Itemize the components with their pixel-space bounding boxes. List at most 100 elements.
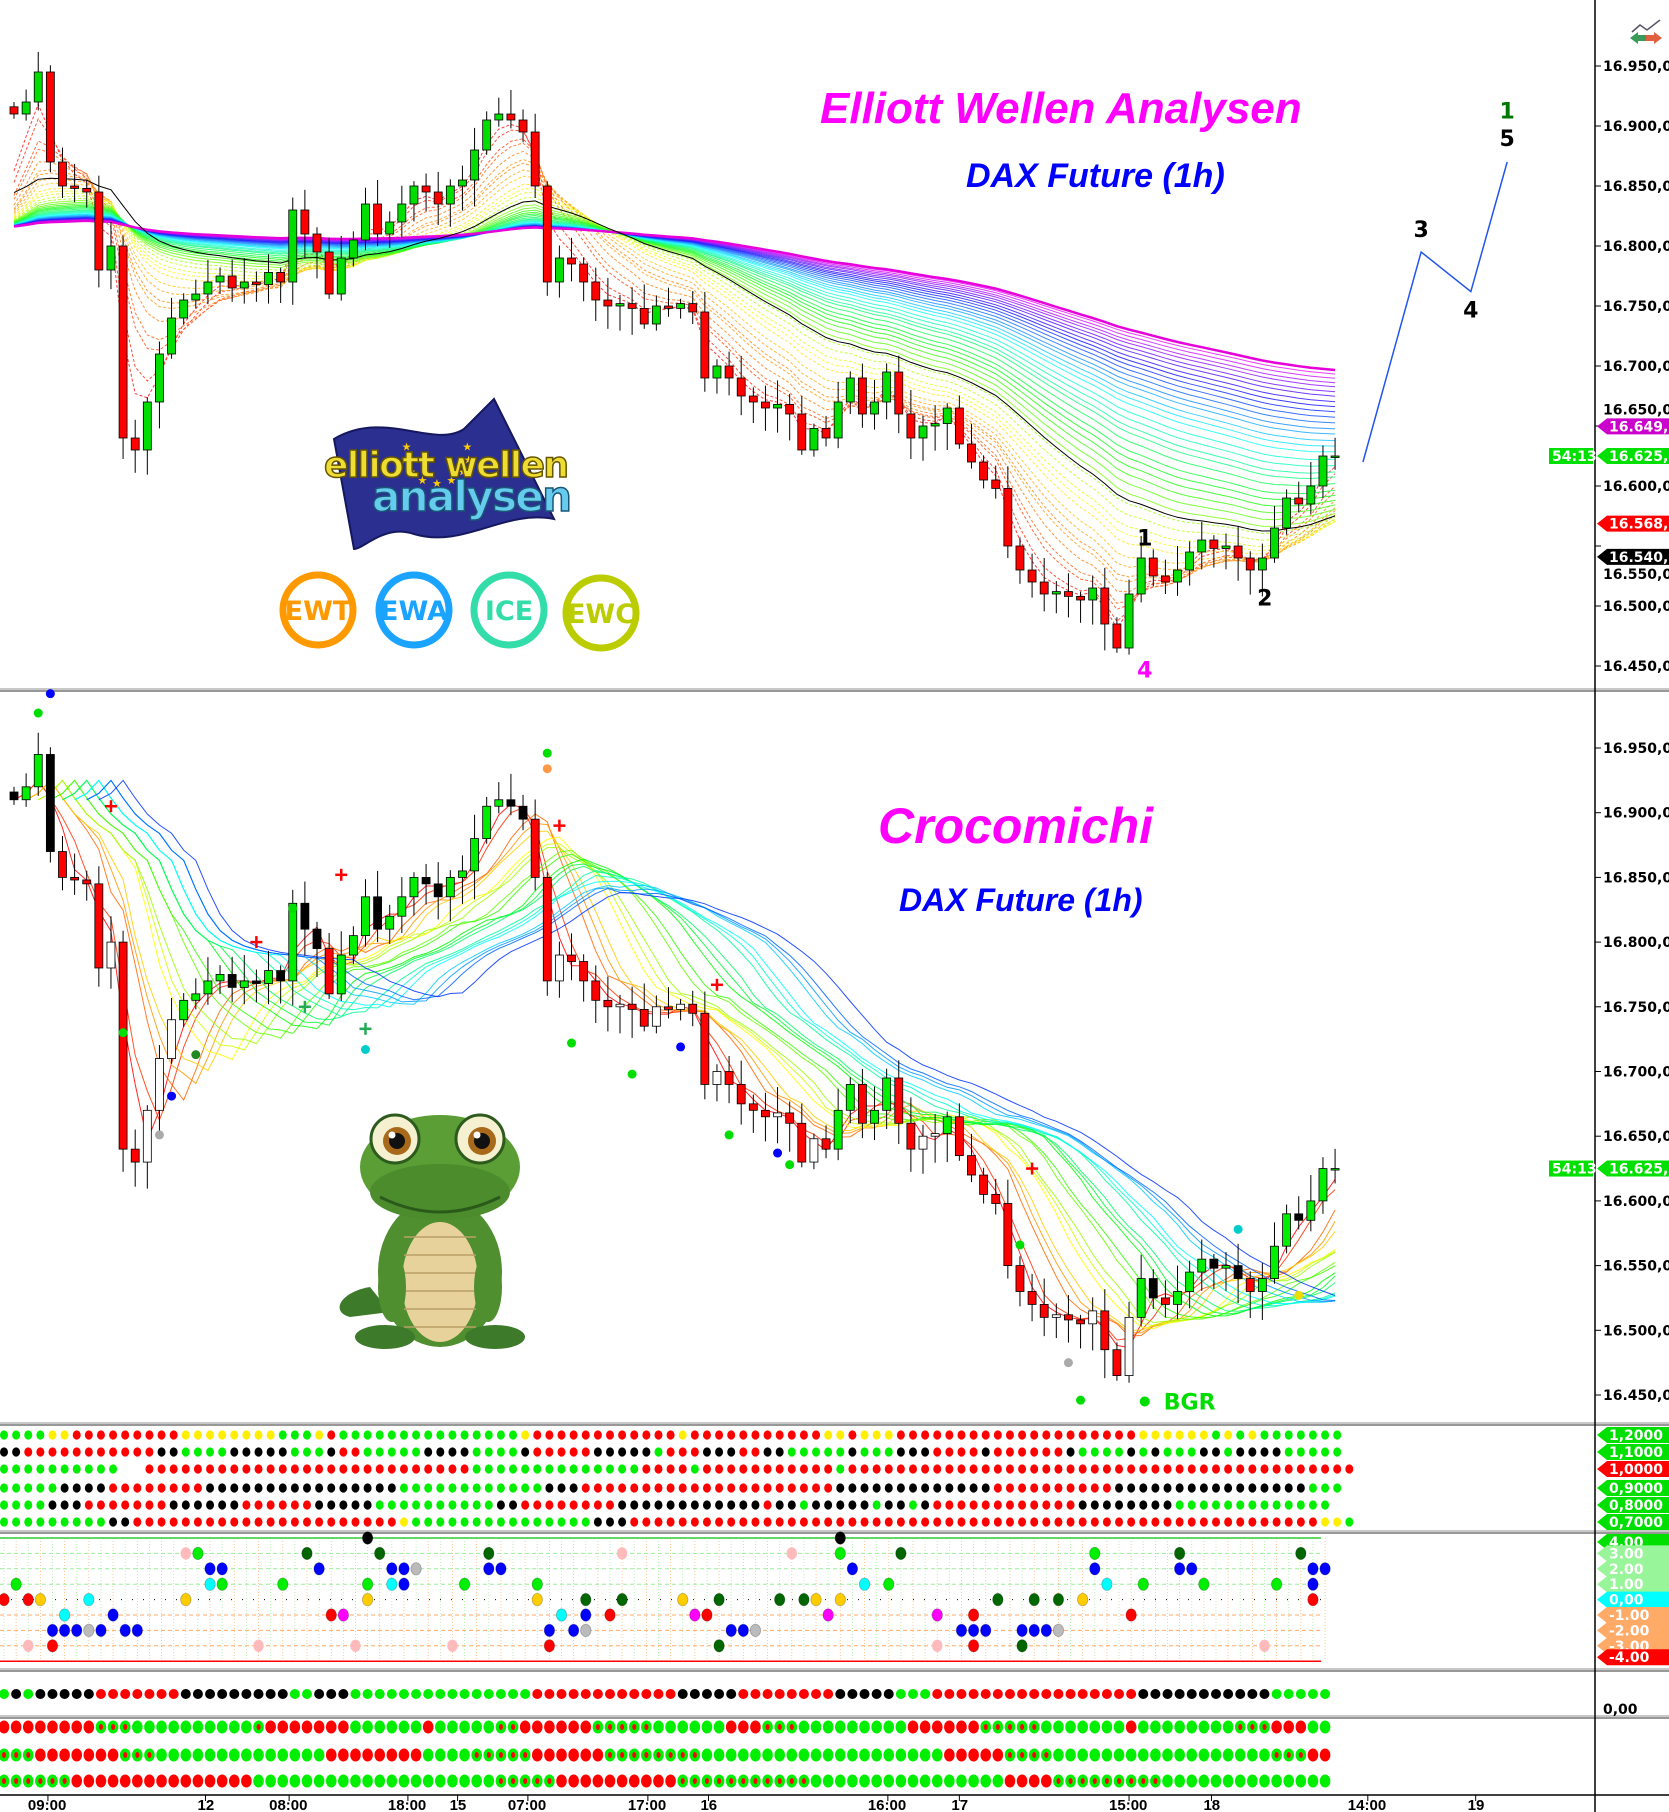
candle[interactable] (1257, 1263, 1267, 1320)
candle[interactable] (1185, 541, 1195, 586)
candle[interactable] (1003, 466, 1013, 558)
candle[interactable] (1282, 1204, 1291, 1254)
candle[interactable] (458, 165, 467, 211)
candle[interactable] (506, 90, 516, 129)
candle[interactable] (445, 870, 455, 922)
candle[interactable] (433, 862, 443, 920)
candle[interactable] (736, 355, 746, 416)
candle[interactable] (518, 109, 528, 143)
candle[interactable] (482, 111, 492, 155)
candle[interactable] (361, 879, 370, 947)
candle[interactable] (918, 1124, 928, 1174)
candle[interactable] (312, 921, 322, 978)
candle[interactable] (1088, 575, 1098, 625)
badge-ewt[interactable]: EWT (279, 571, 357, 649)
candle[interactable] (1161, 1280, 1170, 1318)
candle[interactable] (967, 1133, 976, 1183)
candle[interactable] (82, 179, 92, 208)
candle[interactable] (1197, 1239, 1207, 1291)
candle[interactable] (106, 222, 116, 290)
candle[interactable] (300, 881, 310, 956)
candle[interactable] (664, 287, 673, 317)
candle[interactable] (482, 796, 492, 844)
chart-arrows-icon[interactable] (1630, 19, 1662, 44)
candle[interactable] (882, 1068, 892, 1130)
candle[interactable] (470, 127, 479, 207)
candle[interactable] (215, 965, 225, 994)
candle[interactable] (1100, 567, 1110, 651)
candle[interactable] (1185, 1260, 1195, 1309)
candle[interactable] (809, 423, 819, 457)
candle[interactable] (312, 227, 322, 279)
candle[interactable] (530, 799, 540, 891)
candle[interactable] (373, 180, 383, 246)
candle[interactable] (1209, 535, 1219, 568)
candle[interactable] (1330, 437, 1340, 470)
candle[interactable] (1076, 1314, 1085, 1349)
candle[interactable] (942, 403, 952, 450)
candle[interactable] (591, 965, 601, 1023)
candle[interactable] (918, 415, 928, 461)
candle[interactable] (179, 293, 189, 325)
candle[interactable] (821, 1125, 831, 1159)
candle[interactable] (1233, 1243, 1243, 1304)
candle[interactable] (167, 297, 176, 359)
candle[interactable] (324, 237, 334, 299)
candle[interactable] (397, 185, 407, 238)
candle[interactable] (724, 1055, 734, 1104)
candle[interactable] (639, 983, 649, 1032)
candle[interactable] (1148, 549, 1158, 587)
candle[interactable] (954, 395, 964, 449)
candle[interactable] (421, 863, 431, 905)
candle[interactable] (1282, 489, 1291, 535)
candle[interactable] (591, 267, 601, 321)
badge-ewc[interactable]: EWC (562, 574, 640, 652)
candle[interactable] (1100, 1289, 1110, 1379)
candle[interactable] (651, 995, 661, 1034)
candle[interactable] (9, 102, 19, 119)
candle[interactable] (1003, 1179, 1013, 1279)
candle[interactable] (458, 855, 467, 904)
candle[interactable] (203, 259, 213, 305)
candle[interactable] (676, 298, 685, 319)
candle[interactable] (203, 957, 213, 1005)
candle[interactable] (1039, 1278, 1049, 1337)
candle[interactable] (1173, 546, 1182, 596)
candle[interactable] (1270, 1222, 1279, 1284)
candle[interactable] (942, 1111, 952, 1163)
badge-ewa[interactable]: EWA (375, 571, 453, 649)
candle[interactable] (445, 179, 455, 227)
candle[interactable] (276, 267, 286, 303)
candle[interactable] (1233, 525, 1243, 581)
candle[interactable] (567, 933, 576, 981)
candle[interactable] (130, 1129, 140, 1187)
candle[interactable] (724, 351, 734, 396)
candle[interactable] (748, 1094, 758, 1133)
candle[interactable] (1148, 1269, 1158, 1309)
candle[interactable] (870, 379, 879, 430)
candle[interactable] (979, 1167, 988, 1204)
candle[interactable] (9, 786, 19, 805)
candle[interactable] (1136, 1254, 1146, 1327)
candle[interactable] (373, 870, 383, 943)
candle[interactable] (664, 987, 673, 1019)
candle[interactable] (336, 235, 346, 301)
candle[interactable] (858, 363, 867, 428)
candle[interactable] (1306, 1175, 1316, 1232)
candle[interactable] (470, 814, 479, 900)
candle[interactable] (1051, 1303, 1061, 1339)
candle[interactable] (906, 390, 916, 459)
candle[interactable] (930, 1113, 940, 1163)
candle[interactable] (615, 294, 625, 331)
candle[interactable] (954, 1103, 964, 1161)
candle[interactable] (542, 872, 552, 996)
candle[interactable] (748, 387, 758, 423)
candle[interactable] (603, 277, 613, 329)
candle[interactable] (1330, 1148, 1340, 1184)
candle[interactable] (300, 189, 310, 259)
candle[interactable] (761, 385, 770, 431)
candle[interactable] (45, 65, 55, 173)
candle[interactable] (1064, 1295, 1073, 1343)
candle[interactable] (1221, 533, 1231, 570)
candle[interactable] (797, 1103, 807, 1168)
